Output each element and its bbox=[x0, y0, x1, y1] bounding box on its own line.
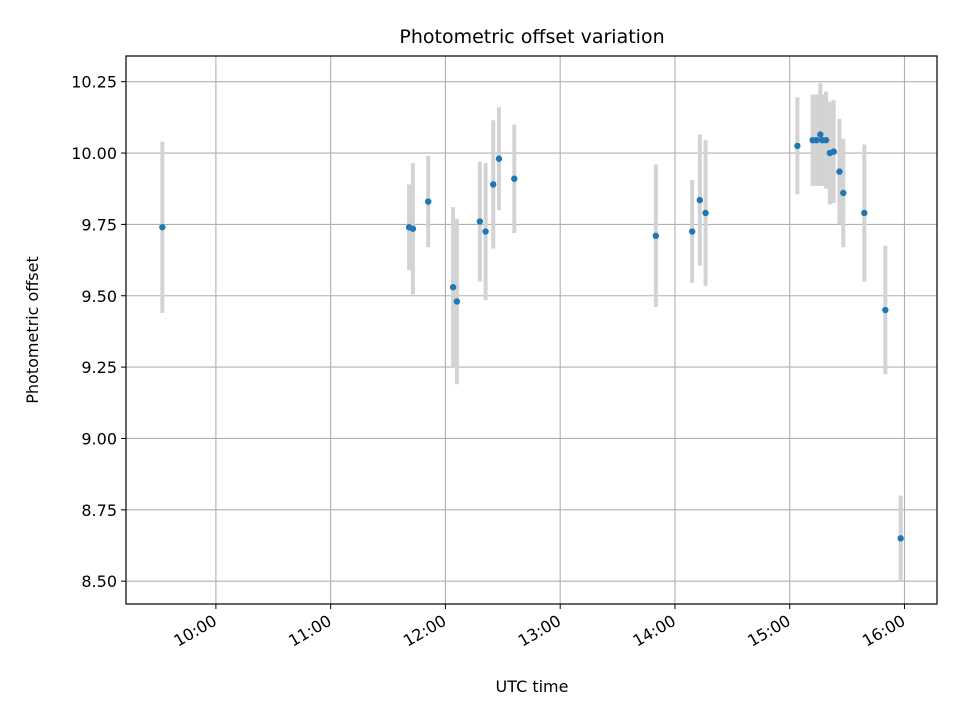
plot-frame bbox=[125, 55, 938, 605]
x-tick-label: 11:00 bbox=[285, 611, 334, 651]
x-tick-label: 10:00 bbox=[170, 611, 219, 651]
x-tick-label: 12:00 bbox=[400, 611, 449, 651]
x-axis-label: UTC time bbox=[496, 677, 569, 696]
data-point bbox=[495, 155, 503, 162]
data-point bbox=[425, 198, 432, 205]
data-point bbox=[449, 283, 457, 291]
x-axis-ticks: 10:00 11:00 12:00 13:00 14:00 15:00 16:00 bbox=[170, 604, 908, 651]
x-tick-label: 16:00 bbox=[859, 611, 908, 651]
y-axis-label: Photometric offset bbox=[23, 256, 42, 404]
data-point bbox=[490, 181, 497, 188]
x-tick-label: 13:00 bbox=[515, 611, 564, 651]
data-point bbox=[409, 225, 417, 232]
y-tick-label: 9.25 bbox=[81, 358, 117, 377]
data-point bbox=[794, 142, 801, 150]
y-axis-ticks: 8.50 8.75 9.00 9.25 9.50 9.75 10.00 10.25 bbox=[71, 73, 126, 591]
y-tick-label: 10.00 bbox=[71, 144, 117, 163]
data-point bbox=[861, 209, 868, 217]
data-point bbox=[830, 148, 837, 155]
data-point bbox=[702, 209, 709, 217]
data-point bbox=[897, 535, 904, 542]
data-point bbox=[482, 228, 489, 235]
data-point bbox=[511, 175, 518, 182]
x-tick-label: 15:00 bbox=[744, 611, 793, 651]
y-tick-label: 10.25 bbox=[71, 73, 117, 92]
data-point bbox=[822, 136, 830, 144]
data-point bbox=[882, 306, 889, 314]
data-point bbox=[813, 136, 820, 144]
y-tick-label: 9.50 bbox=[81, 287, 117, 306]
chart-title: Photometric offset variation bbox=[399, 26, 664, 48]
data-point bbox=[159, 224, 166, 231]
data-point bbox=[652, 232, 660, 240]
y-tick-label: 9.00 bbox=[81, 429, 117, 448]
y-tick-label: 8.50 bbox=[81, 572, 117, 591]
data-point bbox=[453, 298, 461, 305]
data-point bbox=[840, 189, 847, 197]
y-tick-label: 9.75 bbox=[81, 215, 117, 234]
data-point bbox=[688, 228, 696, 235]
data-point bbox=[476, 218, 484, 225]
x-tick-label: 14:00 bbox=[630, 611, 679, 651]
data-point bbox=[836, 168, 843, 175]
data-points bbox=[159, 131, 904, 542]
data-point bbox=[817, 131, 824, 138]
data-point bbox=[696, 196, 704, 204]
grid-lines bbox=[126, 56, 937, 604]
y-tick-label: 8.75 bbox=[81, 501, 117, 520]
